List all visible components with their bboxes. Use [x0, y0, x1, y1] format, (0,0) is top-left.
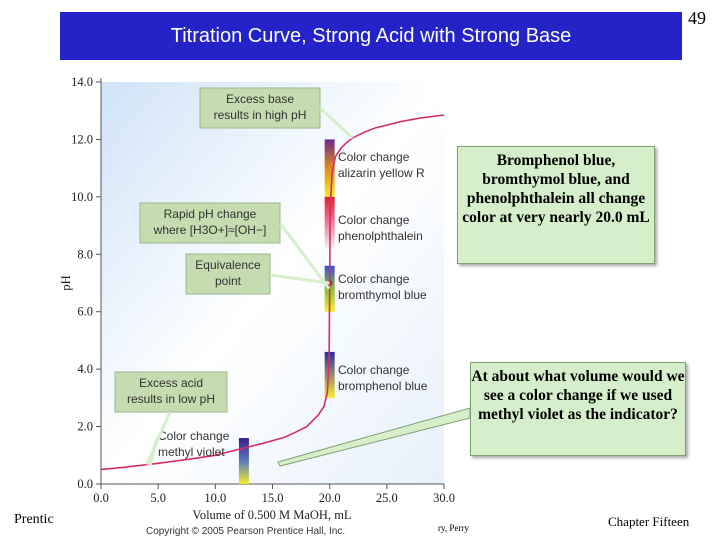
annotation-text: Excess base — [226, 92, 294, 106]
x-tick-label: 5.0 — [150, 491, 166, 505]
annotation-text: alizarin yellow R — [338, 166, 425, 180]
annotation-text: phenolphthalein — [338, 229, 423, 243]
y-tick-label: 2.0 — [77, 420, 93, 434]
x-tick-label: 10.0 — [204, 491, 226, 505]
y-tick-label: 0.0 — [77, 477, 93, 491]
indicator-bar — [324, 139, 335, 197]
footer-left: Prentic — [14, 512, 54, 527]
x-tick-label: 15.0 — [262, 491, 284, 505]
annotation-pointer — [318, 106, 354, 140]
annotation-box — [185, 253, 271, 295]
indicator-bar — [238, 438, 249, 484]
annotation-box — [114, 371, 228, 413]
x-tick-label: 30.0 — [433, 491, 455, 505]
copyright: Copyright © 2005 Pearson Prentice Hall, … — [146, 526, 346, 537]
y-tick-label: 6.0 — [77, 305, 93, 319]
annotation-text: point — [215, 274, 242, 288]
y-axis-label: pH — [59, 275, 73, 290]
annotation-pointer — [148, 437, 159, 467]
annotation-text: Excess acid — [139, 376, 203, 390]
y-tick-label: 4.0 — [77, 362, 93, 376]
annotation-text: bromthymol blue — [338, 288, 427, 302]
annotation-text: results in low pH — [127, 392, 215, 406]
annotation-text: methyl violet — [158, 445, 225, 459]
footer-mid: ry, Perry — [438, 523, 469, 533]
annotation-pointer — [278, 222, 331, 290]
y-tick-label: 10.0 — [71, 190, 93, 204]
annotation-text: where [H3O+]≈[OH−] — [153, 223, 267, 237]
y-tick-label: 12.0 — [71, 132, 93, 146]
annotation-text: Color change — [338, 213, 410, 227]
indicator-callout: Bromphenol blue, bromthymol blue, and ph… — [457, 146, 655, 264]
titration-curve — [100, 114, 445, 471]
annotation-pointer — [145, 411, 172, 466]
plot-area — [101, 82, 444, 484]
annotation-box — [139, 202, 281, 244]
annotation-pointer — [269, 273, 330, 285]
x-tick-label: 25.0 — [376, 491, 398, 505]
annotation-box — [199, 87, 321, 129]
annotation-text: bromphenol blue — [338, 379, 428, 393]
annotation-text: Equivalence — [195, 258, 261, 272]
indicator-bar — [324, 351, 335, 398]
x-axis-label: Volume of 0.500 M MaOH, mL — [192, 508, 351, 522]
y-tick-label: 8.0 — [77, 247, 93, 261]
x-tick-label: 0.0 — [93, 491, 109, 505]
annotation-text: results in high pH — [214, 108, 307, 122]
y-tick-label: 14.0 — [71, 75, 93, 89]
annotation-text: Color change — [158, 429, 230, 443]
annotation-text: Color change — [338, 272, 410, 286]
annotation-text: Color change — [338, 363, 410, 377]
annotation-text: Rapid pH change — [164, 207, 257, 221]
slide-title: Titration Curve, Strong Acid with Strong… — [60, 12, 682, 60]
x-tick-label: 20.0 — [319, 491, 341, 505]
slide-number: 49 — [688, 8, 706, 28]
footer-chapter: Chapter Fifteen — [608, 514, 690, 529]
annotation-text: Color change — [338, 150, 410, 164]
question-callout: At about what volume would we see a colo… — [470, 362, 686, 456]
